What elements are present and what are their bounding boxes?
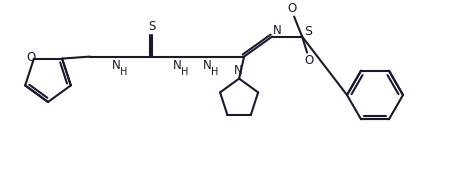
Text: N: N: [112, 59, 121, 72]
Text: N: N: [203, 59, 212, 72]
Text: H: H: [181, 67, 189, 77]
Text: H: H: [121, 67, 128, 77]
Text: N: N: [173, 59, 181, 72]
Text: N: N: [234, 64, 243, 77]
Text: O: O: [288, 2, 297, 15]
Text: S: S: [304, 25, 312, 38]
Text: H: H: [212, 67, 219, 77]
Text: S: S: [148, 20, 156, 33]
Text: O: O: [26, 51, 36, 64]
Text: N: N: [273, 24, 282, 37]
Text: O: O: [305, 54, 314, 67]
